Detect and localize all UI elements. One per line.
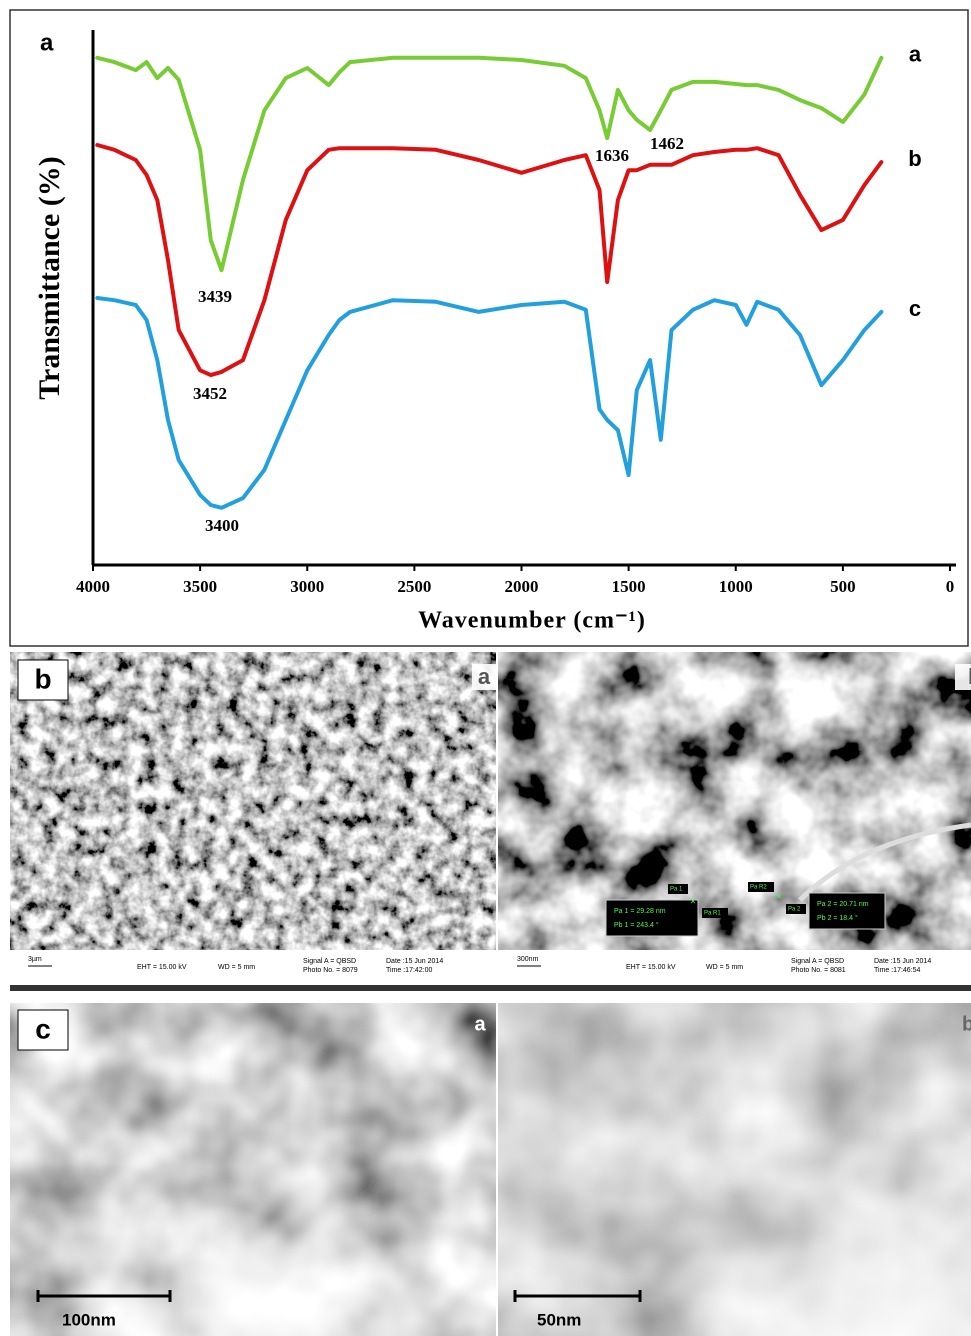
measure-box	[605, 899, 699, 937]
sem-image	[10, 652, 496, 950]
info-bar	[10, 950, 496, 985]
scale-text: 3µm	[28, 956, 42, 963]
scale-bar	[36, 1290, 172, 1302]
info-bar-edge	[10, 985, 971, 991]
info-text: EHT = 15.00 kV	[137, 964, 187, 971]
info-text: Time :17:42:00	[386, 967, 433, 974]
scale-text: 300nm	[517, 956, 539, 963]
marker-x: ×	[690, 897, 696, 908]
series-label: c	[909, 296, 921, 321]
peak-annotation: 1462	[650, 134, 684, 153]
x-tick-label: 1000	[719, 577, 753, 596]
series-line	[95, 55, 884, 273]
info-text: Photo No. = 8079	[303, 967, 358, 974]
x-tick-label: 2000	[505, 577, 539, 596]
panel-label: a	[40, 29, 54, 56]
info-text: EHT = 15.00 kV	[626, 964, 676, 971]
fiber	[798, 822, 971, 902]
info-text: Signal A = QBSD	[791, 958, 844, 965]
peak-annotation: 3452	[193, 384, 227, 403]
x-tick-label: 1500	[612, 577, 646, 596]
sub-label: b	[968, 664, 971, 689]
series-label: b	[908, 146, 921, 171]
info-text: Photo No. = 8081	[791, 967, 846, 974]
x-tick-label: 2500	[397, 577, 431, 596]
series-line	[95, 143, 884, 378]
peak-annotation: 1636	[595, 146, 629, 165]
x-tick-label: 3500	[183, 577, 217, 596]
info-text: WD = 5 mm	[706, 964, 743, 971]
panel-label: b	[34, 663, 51, 694]
info-text: Date :15 Jun 2014	[386, 958, 443, 965]
peak-annotation: 3439	[198, 287, 232, 306]
marker-box	[786, 904, 806, 914]
x-tick-label: 3000	[290, 577, 324, 596]
panel-label: c	[35, 1013, 51, 1044]
series-line	[95, 296, 884, 510]
peak-annotation: 3400	[205, 516, 239, 535]
panel-label-box	[17, 659, 69, 701]
marker-text: Pa 2	[788, 907, 801, 913]
info-text: Date :15 Jun 2014	[874, 958, 931, 965]
scale-text: 50nm	[537, 1310, 581, 1329]
tem-panel: c a b 100nm 50nm	[10, 1003, 971, 1336]
info-text: Time :17:46:54	[874, 967, 921, 974]
measure-text: Pa 1 = 29.28 nm	[614, 908, 666, 915]
sem-panel: b a b 3µm EHT = 15.00 kV WD = 5 mm Signa…	[10, 652, 971, 991]
info-text: WD = 5 mm	[218, 964, 255, 971]
sub-label-box	[955, 664, 971, 690]
measure-text: Pb 1 = 243.4 °	[614, 921, 659, 929]
series-label: a	[909, 42, 922, 67]
panel-label-box	[17, 1009, 69, 1051]
sub-label-box	[472, 664, 496, 690]
scale-text: 100nm	[62, 1310, 116, 1329]
sub-label: a	[474, 1013, 486, 1035]
marker-box	[748, 882, 774, 892]
sub-label: b	[962, 1013, 971, 1035]
x-tick-label: 4000	[76, 577, 110, 596]
x-axis-label: Wavenumber (cm⁻¹)	[418, 608, 646, 634]
tem-glow	[498, 1003, 971, 1336]
sem-image	[498, 652, 971, 950]
marker-box	[702, 908, 728, 918]
marker-box	[668, 884, 688, 894]
tem-glow	[10, 1003, 496, 1336]
measure-box	[808, 892, 886, 930]
info-bar	[498, 950, 971, 985]
scale-bar	[513, 1290, 642, 1302]
y-axis-label: Transmittance (%)	[33, 156, 66, 400]
panel-frame	[9, 9, 969, 647]
x-tick-label: 500	[830, 577, 856, 596]
sub-label: a	[478, 664, 491, 689]
measure-text: Pb 2 = 18.4 °	[817, 914, 858, 922]
info-text: Signal A = QBSD	[303, 958, 356, 965]
measure-text: Pa 2 = 20.71 nm	[817, 901, 869, 908]
marker-text: Pa 1	[670, 887, 683, 893]
marker-text: Pa R1	[704, 911, 721, 917]
x-tick-label: 0	[946, 577, 955, 596]
marker-text: Pa R2	[750, 885, 767, 891]
marker-x: ×	[776, 892, 782, 903]
